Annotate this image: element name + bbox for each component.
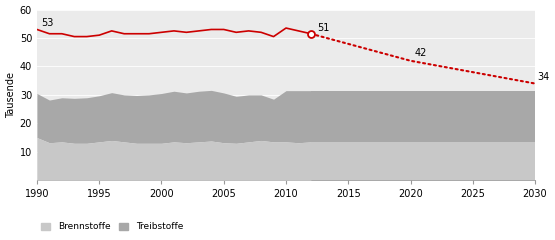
Text: 53: 53 bbox=[41, 18, 53, 28]
Text: 51: 51 bbox=[317, 23, 330, 33]
Y-axis label: Tausende: Tausende bbox=[6, 72, 16, 118]
Legend: Brennstoffe, Treibstoffe: Brennstoffe, Treibstoffe bbox=[42, 222, 183, 231]
Text: 42: 42 bbox=[414, 48, 427, 59]
Text: 34: 34 bbox=[538, 72, 550, 82]
